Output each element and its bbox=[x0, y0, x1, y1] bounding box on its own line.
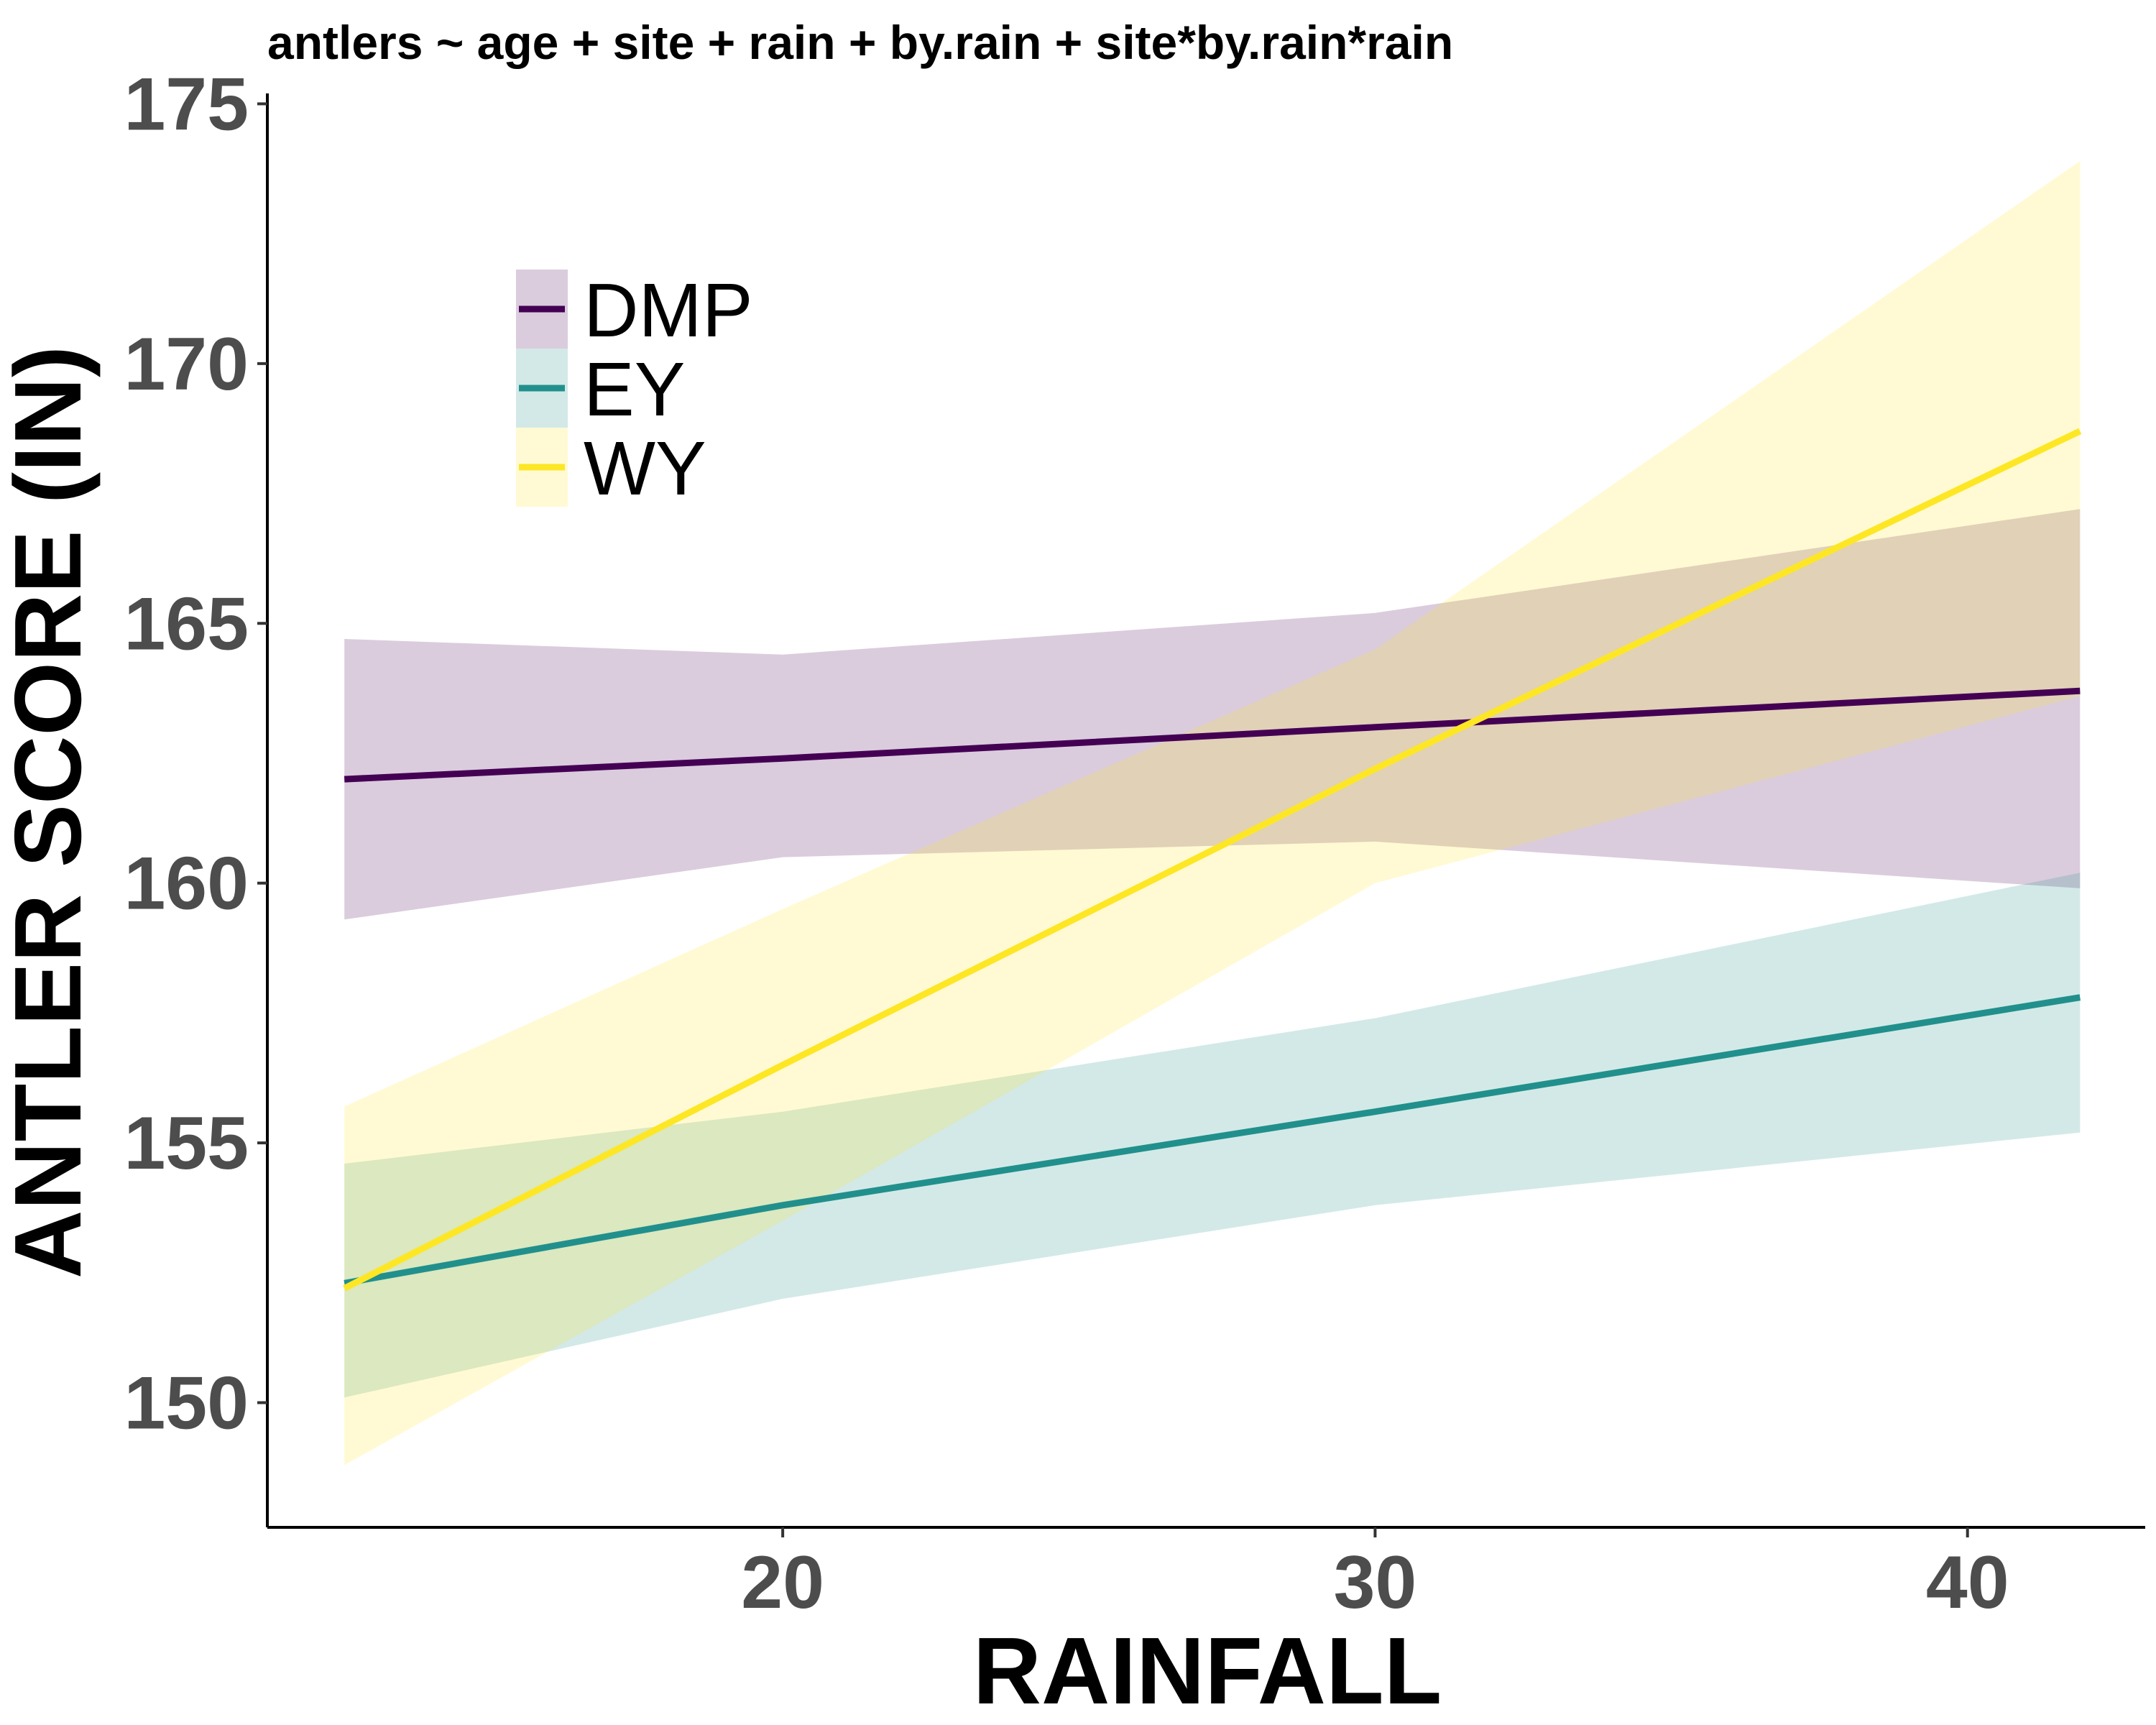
y-tick-label: 175 bbox=[124, 63, 249, 146]
x-tick-label: 30 bbox=[1334, 1541, 1417, 1624]
legend-item-wy: WY bbox=[516, 426, 706, 511]
y-tick-label: 155 bbox=[124, 1102, 249, 1185]
x-tick-label: 20 bbox=[741, 1541, 824, 1624]
series-line-ey bbox=[344, 994, 2081, 1287]
x-tick-label: 40 bbox=[1926, 1541, 2009, 1624]
tick-labels: 150 155 160 165 170 175 20 30 40 bbox=[124, 63, 2009, 1624]
series-line-dmp bbox=[344, 687, 2081, 783]
legend-item-dmp: DMP bbox=[516, 268, 753, 353]
series-line-wy bbox=[343, 428, 2082, 1292]
confidence-bands bbox=[344, 161, 2081, 1466]
y-tick-label: 170 bbox=[124, 323, 249, 406]
chart-title: antlers ~ age + site + rain + by.rain + … bbox=[267, 16, 1453, 69]
y-tick-label: 165 bbox=[124, 582, 249, 666]
legend-label: EY bbox=[584, 347, 685, 432]
ci-band-dmp bbox=[344, 509, 2081, 920]
x-axis-label: RAINFALL bbox=[973, 1618, 1442, 1724]
y-tick-label: 160 bbox=[124, 842, 249, 926]
y-axis-label: ANTLER SCORE (IN) bbox=[0, 346, 101, 1279]
ci-band-wy bbox=[344, 161, 2081, 1466]
legend-label: DMP bbox=[584, 268, 753, 353]
legend-item-ey: EY bbox=[516, 347, 685, 432]
axes bbox=[266, 93, 2145, 1529]
legend-label: WY bbox=[584, 426, 706, 511]
y-tick-label: 150 bbox=[124, 1362, 249, 1445]
series-lines bbox=[343, 428, 2082, 1292]
